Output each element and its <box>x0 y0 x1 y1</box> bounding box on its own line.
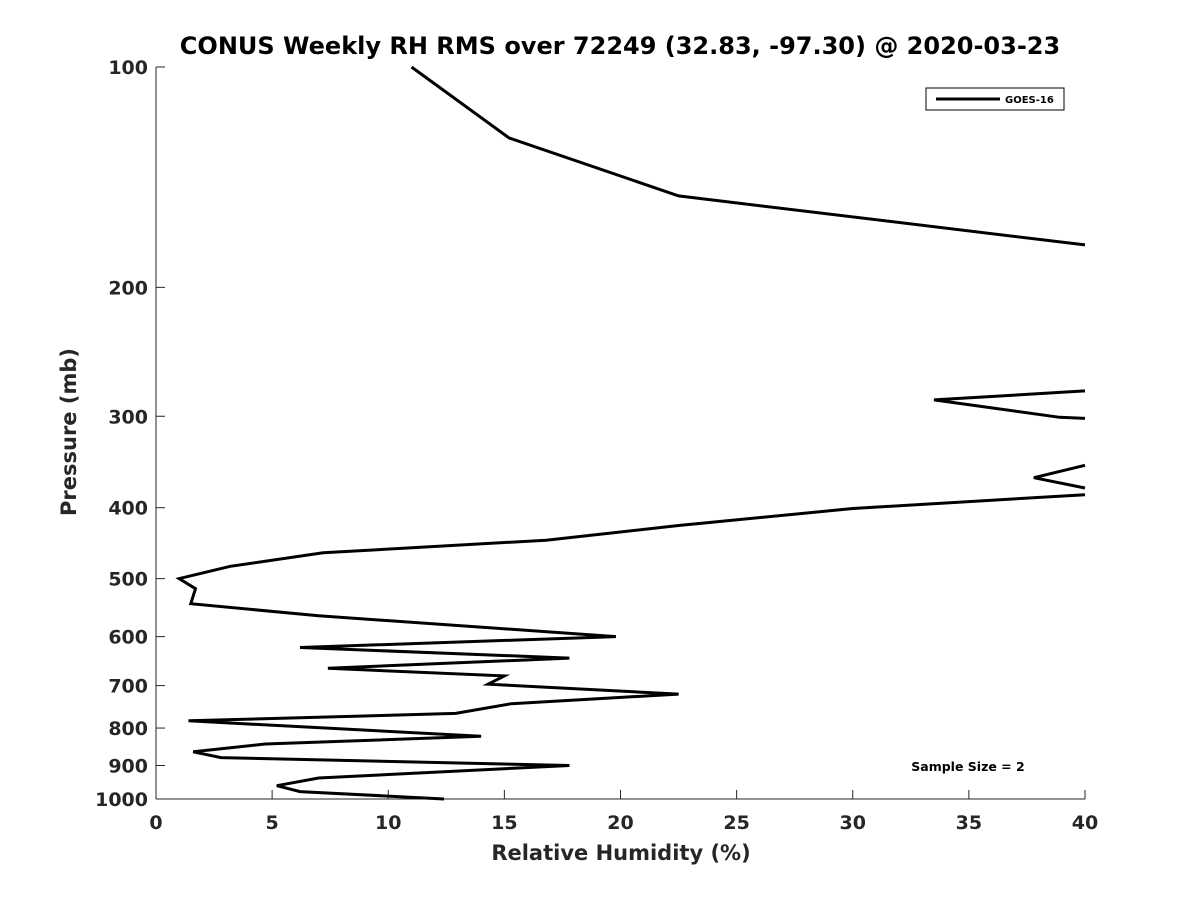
y-tick-label: 700 <box>108 676 148 698</box>
x-tick-label: 20 <box>607 812 633 834</box>
y-tick-label: 400 <box>108 498 148 520</box>
x-tick-label: 10 <box>375 812 401 834</box>
series-line-goes16 <box>933 389 1086 420</box>
y-axis: 100 200 300 400 500 600 700 800 900 1000 <box>95 57 165 811</box>
series-line-goes16 <box>410 65 1086 247</box>
y-tick-label: 100 <box>108 57 148 79</box>
legend: GOES-16 <box>925 87 1065 111</box>
x-tick-label: 35 <box>956 812 982 834</box>
sample-size-annotation: Sample Size = 2 <box>911 759 1024 774</box>
x-tick-label: 15 <box>491 812 517 834</box>
y-tick-label: 600 <box>108 627 148 649</box>
x-axis-label: Relative Humidity (%) <box>491 841 750 865</box>
y-tick-label: 900 <box>108 756 148 778</box>
x-tick-label: 40 <box>1072 812 1098 834</box>
x-tick-label: 5 <box>266 812 279 834</box>
x-tick-label: 30 <box>840 812 866 834</box>
x-tick-label: 0 <box>149 812 162 834</box>
chart-title: CONUS Weekly RH RMS over 72249 (32.83, -… <box>180 32 1060 60</box>
x-tick-label: 25 <box>723 812 749 834</box>
y-tick-label: 500 <box>108 569 148 591</box>
legend-label-goes16: GOES-16 <box>1005 95 1054 106</box>
x-axis: 0 5 10 15 20 25 30 35 40 <box>149 790 1098 834</box>
y-tick-label: 800 <box>108 718 148 740</box>
y-axis-label: Pressure (mb) <box>57 348 81 516</box>
series-line-goes16 <box>175 493 1086 801</box>
y-tick-label: 1000 <box>95 789 148 811</box>
y-tick-label: 300 <box>108 406 148 428</box>
y-tick-label: 200 <box>108 277 148 299</box>
plot-area <box>175 65 1086 801</box>
series-line-goes16 <box>1033 463 1086 490</box>
